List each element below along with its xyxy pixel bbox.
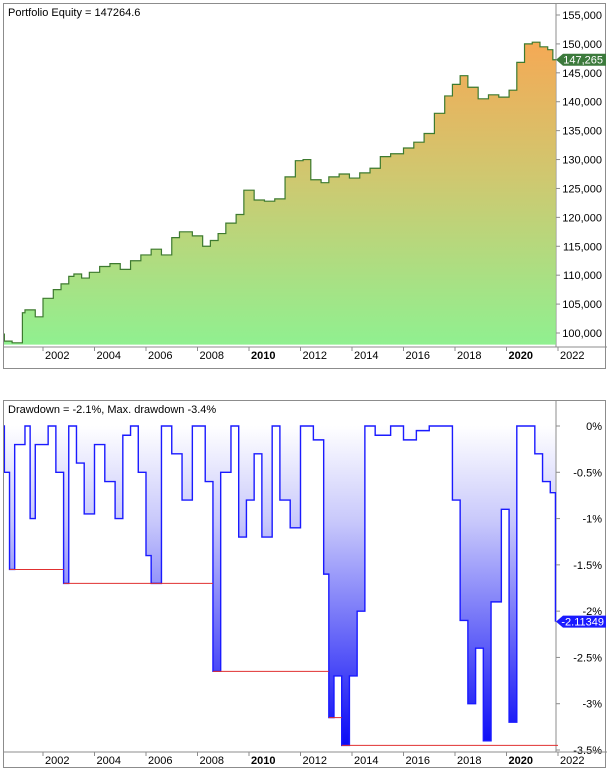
y-tick-label: -3.5%: [573, 745, 602, 757]
equity-chart-title: Portfolio Equity = 147264.6: [8, 7, 141, 19]
drawdown-chart-canvas: 0% -0.5% -1% -1.5% -2% -2.5% -3% -3.5% -2.11349 2…: [4, 401, 607, 767]
x-tick-label: 2010: [251, 350, 275, 362]
y-tick-label: -3%: [582, 699, 602, 711]
x-tick-label: 2008: [200, 350, 224, 362]
y-tick-label: -2%: [582, 606, 602, 618]
y-tick-label: 145,000: [562, 68, 602, 80]
x-tick-label: 2018: [457, 755, 481, 767]
svg-text:147,265: 147,265: [563, 55, 603, 67]
max-drawdown-line: [9, 568, 558, 746]
y-tick-label: 140,000: [562, 97, 602, 109]
x-tick-label: 2010: [251, 755, 275, 767]
drawdown-chart-panel[interactable]: 0% -0.5% -1% -1.5% -2% -2.5% -3% -3.5% -2.11349 2…: [3, 400, 607, 768]
drawdown-x-axis: 2002 2004 2006 2008 2010 2012 2014 2016 2018 2020…: [42, 752, 584, 767]
drawdown-line: [4, 425, 557, 747]
equity-x-axis: 2002 2004 2006 2008 2010 2012 2014 2016 2018 2020…: [42, 347, 584, 362]
y-tick-label: -1.5%: [573, 560, 602, 572]
y-tick-label: 135,000: [562, 126, 602, 138]
drawdown-y-axis: 0% -0.5% -1% -1.5% -2% -2.5% -3% -3.5%: [556, 421, 602, 757]
y-tick-label: -1%: [582, 514, 602, 526]
y-tick-label: 0%: [586, 421, 602, 433]
x-tick-label: 2012: [303, 350, 327, 362]
y-tick-label: 120,000: [562, 212, 602, 224]
x-tick-label: 2016: [406, 755, 430, 767]
equity-current-value-marker: 147,265: [556, 53, 606, 67]
y-tick-label: 100,000: [562, 328, 602, 340]
x-tick-label: 2004: [97, 350, 121, 362]
x-tick-label: 2006: [148, 350, 172, 362]
x-tick-label: 2002: [45, 350, 69, 362]
x-tick-label: 2016: [406, 350, 430, 362]
equity-line: [4, 41, 556, 344]
x-tick-label: 2004: [97, 755, 121, 767]
y-tick-label: 110,000: [563, 270, 602, 282]
y-tick-label: 115,000: [563, 241, 602, 253]
y-tick-label: 130,000: [562, 155, 602, 167]
y-tick-label: -2.5%: [573, 652, 602, 664]
x-tick-label: 2014: [354, 350, 378, 362]
x-tick-label: 2022: [560, 350, 584, 362]
x-tick-label: 2008: [200, 755, 224, 767]
y-tick-label: 150,000: [562, 39, 602, 51]
x-tick-label: 2018: [457, 350, 481, 362]
y-tick-label: 155,000: [562, 10, 602, 22]
equity-y-axis: 100,000 105,000 110,000 115,000 120,000 125,0…: [556, 10, 602, 340]
x-tick-label: 2020: [509, 755, 533, 767]
y-tick-label: -0.5%: [573, 467, 602, 479]
drawdown-area: [4, 426, 556, 746]
equity-chart-canvas: 100,000 105,000 110,000 115,000 120,000 125,0…: [4, 4, 607, 362]
drawdown-chart-title: Drawdown = -2.1%, Max. drawdown -3.4%: [8, 404, 217, 416]
x-tick-label: 2022: [560, 755, 584, 767]
x-tick-label: 2020: [509, 350, 533, 362]
y-tick-label: 105,000: [562, 299, 602, 311]
x-tick-label: 2014: [354, 755, 378, 767]
svg-text:-2.11349: -2.11349: [561, 617, 604, 629]
x-tick-label: 2006: [148, 755, 172, 767]
x-tick-label: 2012: [303, 755, 327, 767]
x-tick-label: 2002: [45, 755, 69, 767]
y-tick-label: 125,000: [562, 183, 602, 195]
equity-area: [4, 42, 556, 345]
drawdown-current-value-marker: -2.11349: [556, 615, 606, 629]
equity-chart-panel[interactable]: 100,000 105,000 110,000 115,000 120,000 125,0…: [3, 3, 607, 369]
